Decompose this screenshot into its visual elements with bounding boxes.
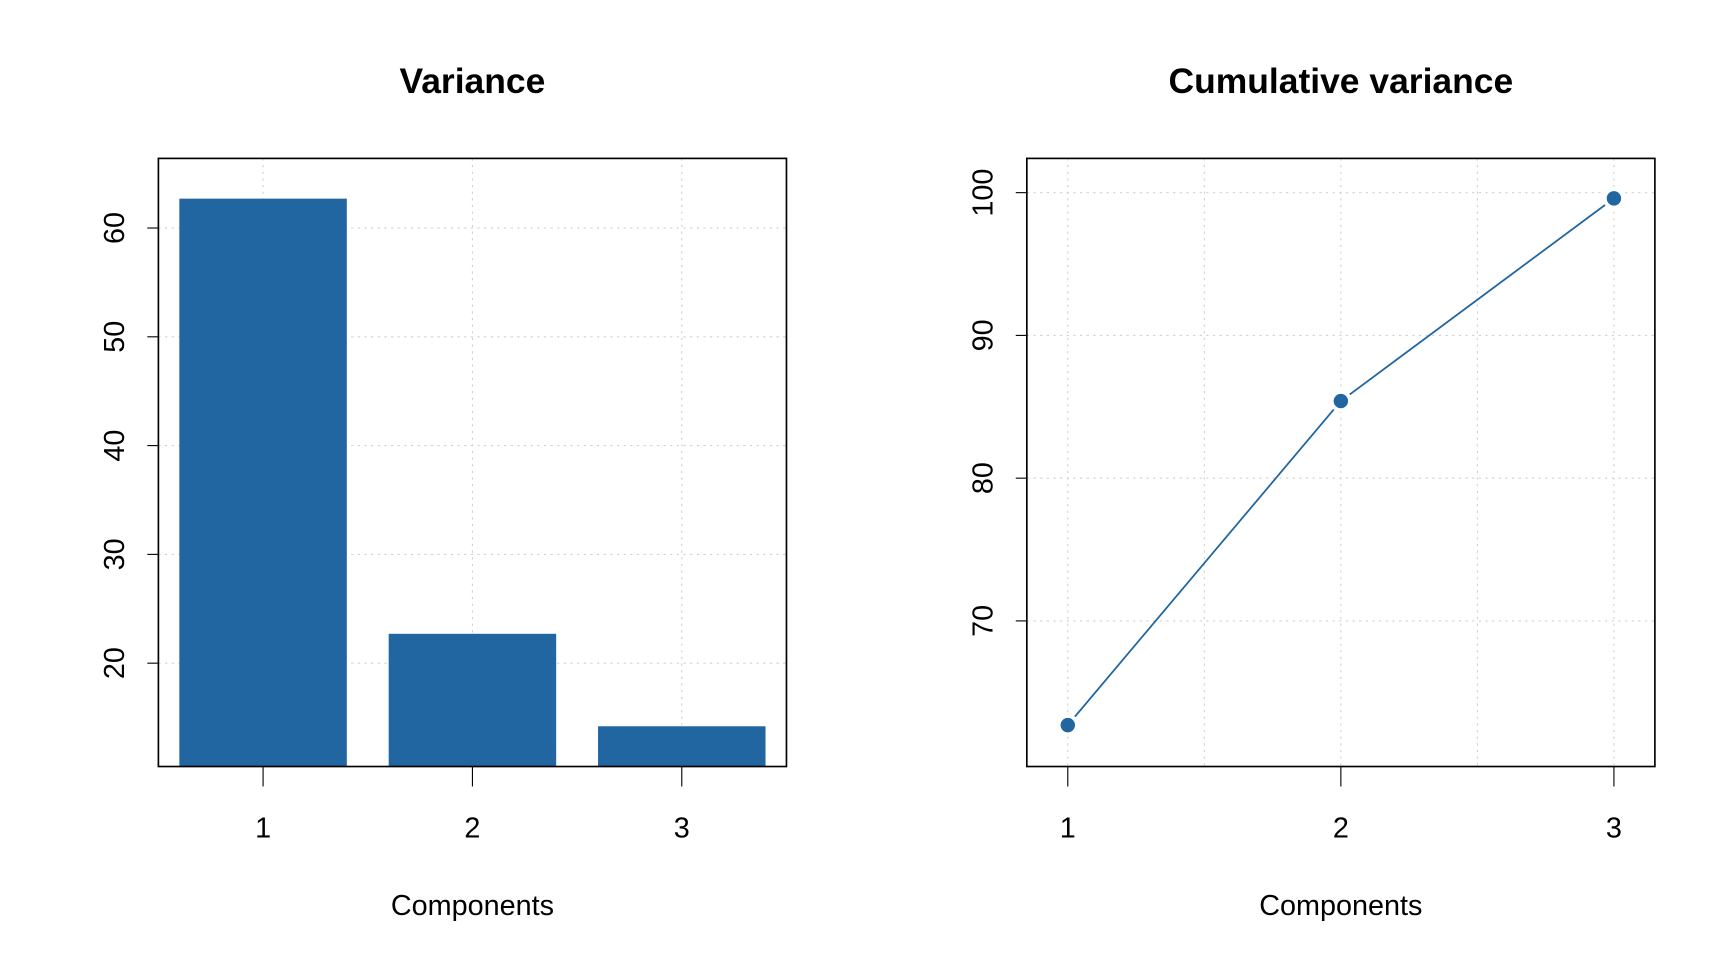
point	[1602, 187, 1626, 210]
bar	[388, 633, 557, 767]
x-tick-label: 3	[1606, 812, 1622, 844]
x-tick-label: 1	[1060, 812, 1076, 844]
chart-title: Cumulative variance	[1169, 61, 1514, 101]
chart-title: Variance	[400, 61, 546, 101]
plot-frame	[157, 157, 788, 768]
x-tick-label: 2	[464, 812, 480, 844]
y-tick-label: 30	[99, 538, 131, 570]
y-tick-label: 100	[968, 169, 1000, 217]
bar	[598, 726, 766, 767]
y-tick-label: 70	[968, 605, 1000, 637]
x-axis-label: Components	[1259, 890, 1422, 922]
x-axis-label: Components	[391, 890, 554, 922]
y-tick-label: 90	[968, 319, 1000, 351]
plot-frame	[1025, 157, 1656, 768]
y-tick-label: 40	[99, 430, 131, 462]
y-tick-label: 80	[968, 462, 1000, 494]
bar	[179, 198, 347, 767]
x-tick-label: 3	[674, 812, 690, 844]
point	[1056, 714, 1079, 737]
y-tick-label: 60	[99, 212, 131, 244]
point	[1329, 389, 1352, 413]
y-tick-label: 50	[99, 321, 131, 353]
x-tick-label: 1	[255, 812, 271, 844]
line	[1067, 197, 1615, 726]
x-tick-label: 2	[1333, 812, 1349, 844]
y-tick-label: 20	[99, 647, 131, 679]
